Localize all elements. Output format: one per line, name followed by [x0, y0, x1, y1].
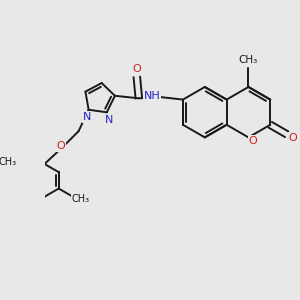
- Text: N: N: [105, 115, 113, 125]
- Text: CH₃: CH₃: [239, 56, 258, 65]
- Text: CH₃: CH₃: [0, 157, 17, 167]
- Text: O: O: [249, 136, 257, 146]
- Text: CH₃: CH₃: [72, 194, 90, 204]
- Text: N: N: [83, 112, 92, 122]
- Text: O: O: [288, 133, 297, 143]
- Text: O: O: [132, 64, 141, 74]
- Text: O: O: [56, 141, 65, 151]
- Text: NH: NH: [144, 91, 160, 101]
